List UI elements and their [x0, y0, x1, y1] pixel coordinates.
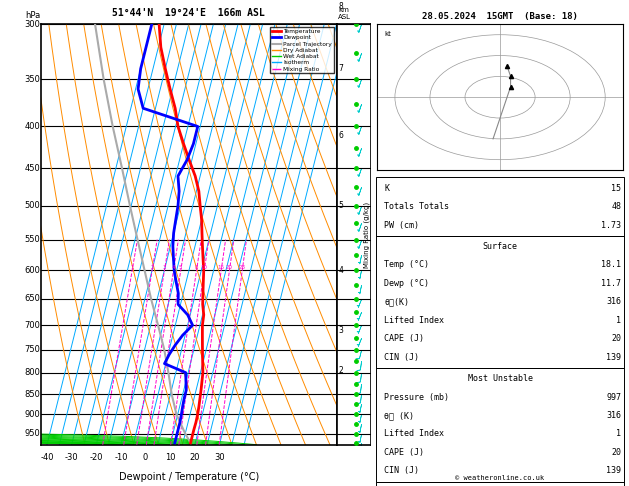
Text: 300: 300	[25, 20, 40, 29]
Text: Totals Totals: Totals Totals	[384, 202, 449, 211]
Text: -40: -40	[40, 453, 53, 462]
Text: 400: 400	[25, 122, 40, 131]
Text: 1.73: 1.73	[601, 221, 621, 229]
Text: -20: -20	[89, 453, 103, 462]
Text: 18.1: 18.1	[601, 260, 621, 269]
Text: 20: 20	[189, 453, 200, 462]
Text: 8: 8	[338, 1, 343, 11]
Text: 316: 316	[606, 297, 621, 306]
Text: 0: 0	[143, 453, 148, 462]
Text: Dewpoint / Temperature (°C): Dewpoint / Temperature (°C)	[119, 472, 259, 482]
Text: Mixing Ratio (g/kg): Mixing Ratio (g/kg)	[364, 201, 370, 268]
Bar	[376, 236, 624, 368]
Text: 7: 7	[338, 64, 343, 73]
Bar	[376, 482, 624, 486]
Text: K: K	[384, 184, 389, 192]
Text: Pressure (mb): Pressure (mb)	[384, 393, 449, 401]
Text: 6: 6	[338, 131, 343, 140]
Text: 15: 15	[611, 184, 621, 192]
Text: 997: 997	[606, 393, 621, 401]
Text: 750: 750	[25, 345, 40, 354]
Text: 700: 700	[25, 321, 40, 330]
Text: 900: 900	[25, 410, 40, 419]
Text: CAPE (J): CAPE (J)	[384, 334, 424, 343]
Text: 30: 30	[214, 453, 225, 462]
Text: hPa: hPa	[25, 11, 40, 20]
Text: 550: 550	[25, 235, 40, 244]
Text: -30: -30	[65, 453, 79, 462]
Text: 1: 1	[616, 430, 621, 438]
Text: 5: 5	[338, 201, 343, 210]
Text: Lifted Index: Lifted Index	[384, 316, 444, 325]
Text: 4: 4	[338, 266, 343, 275]
Text: 950: 950	[25, 429, 40, 438]
Text: kt: kt	[384, 31, 391, 36]
Text: 800: 800	[25, 368, 40, 377]
Text: 20: 20	[611, 334, 621, 343]
Text: 139: 139	[606, 467, 621, 475]
Text: 8: 8	[195, 265, 198, 270]
Text: 450: 450	[25, 164, 40, 173]
Text: 51°44'N  19°24'E  166m ASL: 51°44'N 19°24'E 166m ASL	[113, 8, 265, 18]
Text: 350: 350	[25, 74, 40, 84]
Text: Surface: Surface	[482, 242, 518, 251]
Text: 48: 48	[611, 202, 621, 211]
Text: 316: 316	[606, 411, 621, 420]
Text: 10: 10	[201, 265, 208, 270]
Text: Dewp (°C): Dewp (°C)	[384, 279, 429, 288]
Text: 1: 1	[616, 316, 621, 325]
Text: 11.7: 11.7	[601, 279, 621, 288]
Text: 2: 2	[150, 265, 154, 270]
Text: CIN (J): CIN (J)	[384, 467, 419, 475]
Text: -10: -10	[114, 453, 128, 462]
Text: 600: 600	[25, 266, 40, 275]
Text: θᴄ (K): θᴄ (K)	[384, 411, 414, 420]
Text: 28.05.2024  15GMT  (Base: 18): 28.05.2024 15GMT (Base: 18)	[422, 12, 578, 21]
Bar	[376, 177, 624, 236]
Text: θᴄ(K): θᴄ(K)	[384, 297, 409, 306]
Text: 5: 5	[179, 265, 182, 270]
Text: 650: 650	[25, 295, 40, 303]
Text: 3: 3	[338, 326, 343, 335]
Text: CAPE (J): CAPE (J)	[384, 448, 424, 457]
Text: 28: 28	[239, 265, 246, 270]
Text: 20: 20	[611, 448, 621, 457]
Text: 139: 139	[606, 353, 621, 362]
Text: Lifted Index: Lifted Index	[384, 430, 444, 438]
Text: 2: 2	[338, 366, 343, 375]
Text: 20: 20	[226, 265, 233, 270]
Text: 500: 500	[25, 201, 40, 210]
Text: Most Unstable: Most Unstable	[467, 374, 533, 383]
Text: Temp (°C): Temp (°C)	[384, 260, 429, 269]
Text: 850: 850	[25, 390, 40, 399]
Text: 3: 3	[163, 265, 166, 270]
Text: 1: 1	[130, 265, 134, 270]
Text: 1LCL: 1LCL	[337, 437, 352, 442]
Text: km
ASL: km ASL	[338, 7, 351, 20]
Text: 16: 16	[218, 265, 225, 270]
Text: CIN (J): CIN (J)	[384, 353, 419, 362]
Legend: Temperature, Dewpoint, Parcel Trajectory, Dry Adiabat, Wet Adiabat, Isotherm, Mi: Temperature, Dewpoint, Parcel Trajectory…	[270, 27, 333, 73]
Text: 4: 4	[172, 265, 175, 270]
Text: 10: 10	[165, 453, 175, 462]
Text: PW (cm): PW (cm)	[384, 221, 419, 229]
Bar	[376, 368, 624, 482]
Text: © weatheronline.co.uk: © weatheronline.co.uk	[455, 475, 545, 481]
